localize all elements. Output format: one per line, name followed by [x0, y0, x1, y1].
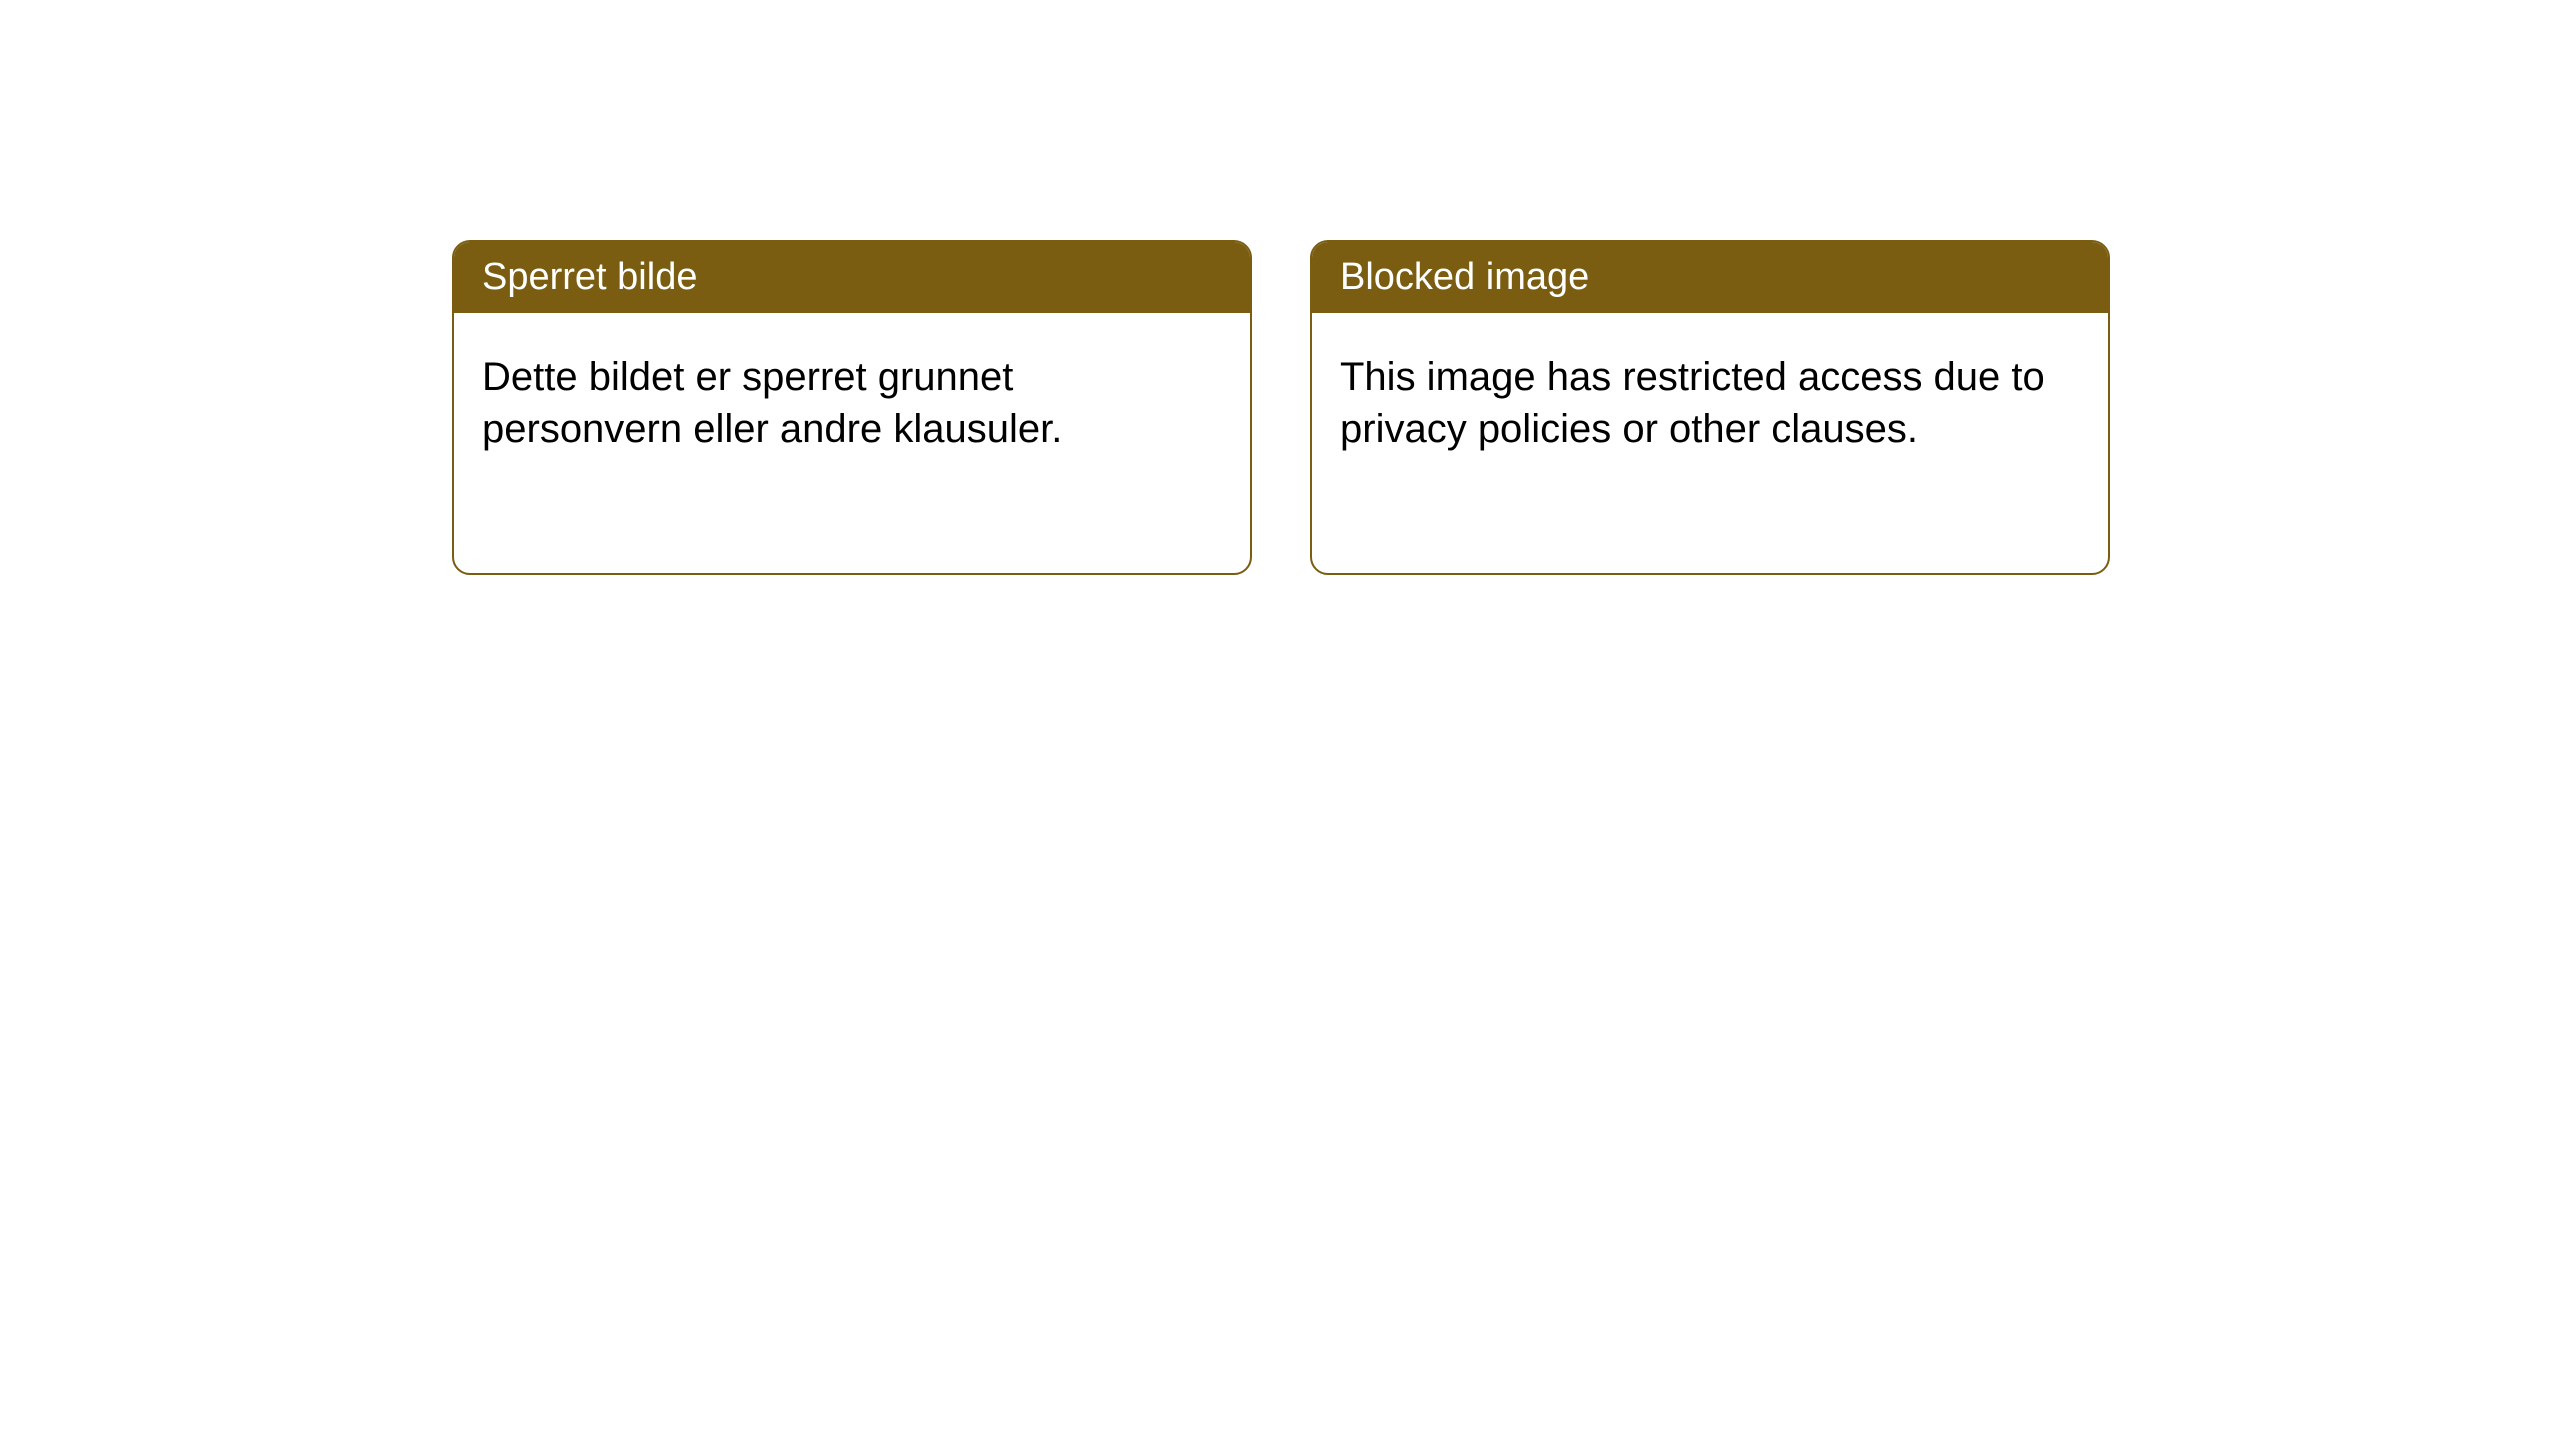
card-header: Sperret bilde: [454, 242, 1250, 313]
notice-container: Sperret bilde Dette bildet er sperret gr…: [452, 240, 2110, 575]
notice-card-english: Blocked image This image has restricted …: [1310, 240, 2110, 575]
card-body-text: This image has restricted access due to …: [1340, 355, 2045, 451]
card-header: Blocked image: [1312, 242, 2108, 313]
card-title: Sperret bilde: [482, 256, 697, 298]
card-body: This image has restricted access due to …: [1312, 313, 2108, 493]
card-title: Blocked image: [1340, 256, 1589, 298]
notice-card-norwegian: Sperret bilde Dette bildet er sperret gr…: [452, 240, 1252, 575]
card-body-text: Dette bildet er sperret grunnet personve…: [482, 355, 1062, 451]
card-body: Dette bildet er sperret grunnet personve…: [454, 313, 1250, 493]
